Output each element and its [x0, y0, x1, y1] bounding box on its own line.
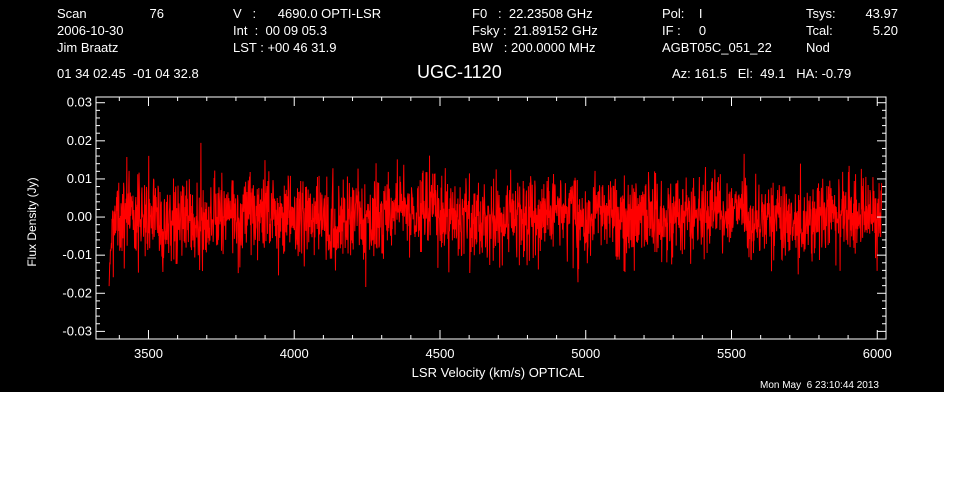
y-tick-label: 0.02: [67, 133, 92, 148]
y-tick-label: -0.02: [62, 285, 92, 300]
x-tick-label: 5500: [717, 346, 746, 361]
observation-date: 2006-10-30: [57, 23, 124, 38]
polarization: Pol: I: [662, 6, 703, 21]
scan-value: 76: [149, 6, 164, 21]
tcal-label: Tcal:: [806, 23, 833, 38]
spectrum-chart: 3500 4000 4500 5000 5500 6000 -0.03 -0.02 -0.01 0…: [25, 95, 892, 380]
sky-frequency: Fsky : 21.89152 GHz: [472, 23, 598, 38]
y-tick-label: -0.03: [62, 323, 92, 338]
y-tick-label: -0.01: [62, 247, 92, 262]
observer-name: Jim Braatz: [57, 40, 119, 55]
chart-title: UGC-1120: [417, 62, 502, 82]
rest-frequency: F0 : 22.23508 GHz: [472, 6, 593, 21]
plot-canvas: Scan 76 2006-10-30 Jim Braatz V : 4690.0…: [0, 0, 944, 392]
if-number: IF : 0: [662, 23, 707, 38]
x-tick-label: 6000: [863, 346, 892, 361]
velocity-info: V : 4690.0 OPTI-LSR: [233, 6, 382, 21]
project-id: AGBT05C_051_22: [662, 40, 772, 55]
plot-frame: [95, 96, 887, 340]
telescope-pointing: Az: 161.5 El: 49.1 HA: -0.79: [672, 66, 852, 81]
bandwidth: BW : 200.0000 MHz: [472, 40, 596, 55]
x-tick-label: 4000: [280, 346, 309, 361]
switching-mode: Nod: [806, 40, 830, 55]
tcal-value: 5.20: [872, 23, 898, 38]
y-tick-label: 0.00: [67, 209, 92, 224]
tsys-label: Tsys:: [806, 6, 836, 21]
y-tick-label: 0.01: [67, 171, 92, 186]
plot-timestamp: Mon May 6 23:10:44 2013: [760, 380, 879, 391]
spectrum-trace: [108, 142, 883, 288]
y-axis-label: Flux Density (Jy): [25, 177, 39, 266]
source-coordinates: 01 34 02.45 -01 04 32.8: [57, 66, 199, 81]
x-tick-label: 4500: [426, 346, 455, 361]
lst-info: LST : +00 46 31.9: [233, 40, 337, 55]
x-axis-label: LSR Velocity (km/s) OPTICAL: [412, 365, 585, 380]
tsys-value: 43.97: [865, 6, 898, 21]
scan-label: Scan: [57, 6, 87, 21]
integration-time: Int : 00 09 05.3: [233, 23, 327, 38]
x-tick-label: 5000: [571, 346, 600, 361]
x-tick-label: 3500: [134, 346, 163, 361]
y-tick-label: 0.03: [67, 95, 92, 110]
